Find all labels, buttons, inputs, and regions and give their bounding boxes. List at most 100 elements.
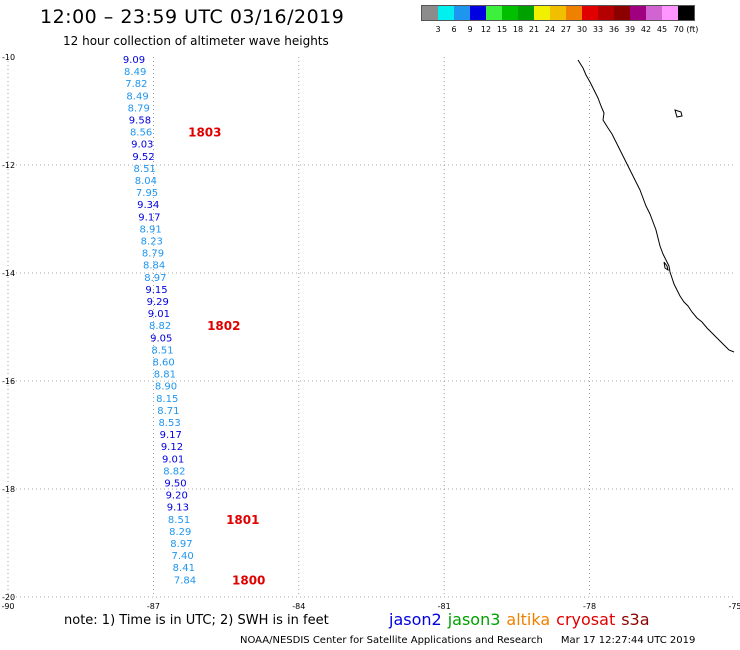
legend-label: 6 <box>451 25 457 34</box>
swh-value: 8.91 <box>139 224 161 235</box>
swh-value: 8.51 <box>168 515 190 526</box>
swh-value: 8.23 <box>141 237 163 248</box>
lon-tick-label: -87 <box>147 602 160 611</box>
legend-swatch <box>598 6 614 20</box>
legend-swatch <box>566 6 582 20</box>
swh-value: 7.95 <box>136 188 158 199</box>
swh-value: 9.20 <box>166 491 188 502</box>
swh-value: 8.49 <box>126 91 148 102</box>
footer: NOAA/NESDIS Center for Satellite Applica… <box>240 635 695 646</box>
legend-swatches <box>421 5 695 21</box>
legend-label: 12 <box>480 25 492 34</box>
legend-label: 9 <box>467 25 473 34</box>
swh-value: 9.01 <box>162 454 184 465</box>
units-note: note: 1) Time is in UTC; 2) SWH is in fe… <box>64 613 329 628</box>
legend-label: 42 <box>640 25 652 34</box>
footer-timestamp: Mar 17 12:27:44 UTC 2019 <box>560 635 696 646</box>
swh-value: 8.81 <box>154 370 176 381</box>
swh-value: 8.53 <box>158 418 180 429</box>
swh-value: 9.52 <box>132 152 154 163</box>
axis-ticks: -90 -87 -84 -81 -78 -75 -10 -12 -14 -16 -18 -20 <box>1 53 740 611</box>
legend-swatch <box>518 6 534 20</box>
lat-tick-label: -16 <box>2 377 15 386</box>
legend-label: 45 <box>656 25 668 34</box>
time-label: 1801 <box>226 513 259 527</box>
coastline-path <box>577 59 735 353</box>
swh-value: 9.03 <box>131 140 153 151</box>
swh-value: 9.58 <box>129 116 151 127</box>
legend-swatch <box>534 6 550 20</box>
legend-label: 30 <box>576 25 588 34</box>
time-label: 1802 <box>207 319 240 333</box>
island-outline <box>674 109 683 118</box>
swh-value: 8.41 <box>173 563 195 574</box>
satellite-label: cryosat <box>556 610 616 629</box>
lat-tick-label: -12 <box>2 161 15 170</box>
swh-value: 8.79 <box>142 249 164 260</box>
swh-value: 7.82 <box>125 79 147 90</box>
legend-swatch <box>470 6 486 20</box>
legend-swatch <box>646 6 662 20</box>
satellite-label: s3a <box>621 610 650 629</box>
swh-value: 9.01 <box>148 309 170 320</box>
legend-swatch <box>582 6 598 20</box>
chart-subtitle: 12 hour collection of altimeter wave hei… <box>63 34 329 48</box>
legend-swatch <box>662 6 678 20</box>
swh-value: 8.90 <box>155 382 177 393</box>
satellite-label: altika <box>506 610 551 629</box>
swh-value: 8.97 <box>144 273 166 284</box>
swh-value: 8.82 <box>163 466 185 477</box>
swh-value: 8.29 <box>169 527 191 538</box>
altimeter-track: 9.098.497.828.498.799.588.569.039.528.51… <box>123 55 266 587</box>
swh-value: 8.51 <box>151 345 173 356</box>
swh-value: 9.05 <box>150 333 172 344</box>
swh-value: 8.56 <box>130 128 152 139</box>
footer-credit: NOAA/NESDIS Center for Satellite Applica… <box>240 635 543 646</box>
swh-value: 9.34 <box>137 200 159 211</box>
legend-label: 27 <box>560 25 572 34</box>
lon-tick-label: -78 <box>583 602 596 611</box>
swh-value: 9.50 <box>164 479 186 490</box>
legend-label: 33 <box>592 25 604 34</box>
legend-label: 36 <box>608 25 620 34</box>
lat-tick-label: -20 <box>2 593 15 602</box>
legend-swatch <box>630 6 646 20</box>
legend-label: 24 <box>544 25 556 34</box>
swh-value: 8.60 <box>153 358 175 369</box>
swh-value: 9.09 <box>123 55 145 66</box>
swh-value: 8.15 <box>156 394 178 405</box>
swh-value: 8.71 <box>157 406 179 417</box>
swh-value: 8.79 <box>128 103 150 114</box>
map-grid <box>7 57 735 598</box>
legend-swatch <box>678 6 694 20</box>
chart-title: 12:00 – 23:59 UTC 03/16/2019 <box>40 6 345 28</box>
swh-value: 9.15 <box>145 285 167 296</box>
legend-label: 39 <box>624 25 636 34</box>
swh-value: 7.40 <box>171 551 193 562</box>
legend-swatch <box>454 6 470 20</box>
swh-value: 8.84 <box>143 261 165 272</box>
legend-swatch <box>614 6 630 20</box>
satellite-legend: jason2 jason3 altika cryosat s3a <box>389 610 656 629</box>
lon-tick-label: -90 <box>1 602 14 611</box>
lon-tick-label: -75 <box>728 602 740 611</box>
legend-swatch <box>486 6 502 20</box>
time-label: 1803 <box>188 126 221 140</box>
satellite-label: jason2 <box>389 610 442 629</box>
coastline <box>577 59 735 353</box>
swh-value: 9.13 <box>167 503 189 514</box>
swh-value: 8.97 <box>170 539 192 550</box>
swh-value: 8.82 <box>149 321 171 332</box>
legend-swatch <box>550 6 566 20</box>
satellite-label: jason3 <box>447 610 501 629</box>
legend-labels: 3 6 9 12 15 18 21 24 27 30 33 36 39 42 45 70 (ft) <box>421 25 740 37</box>
coastline-detail <box>663 261 669 272</box>
time-label: 1800 <box>232 573 265 587</box>
legend-label: 70 (ft) <box>673 25 699 34</box>
swh-value: 7.84 <box>174 575 196 586</box>
legend-swatch <box>422 6 438 20</box>
legend-label: 21 <box>528 25 540 34</box>
swh-value: 9.29 <box>147 297 169 308</box>
legend-label: 18 <box>512 25 524 34</box>
